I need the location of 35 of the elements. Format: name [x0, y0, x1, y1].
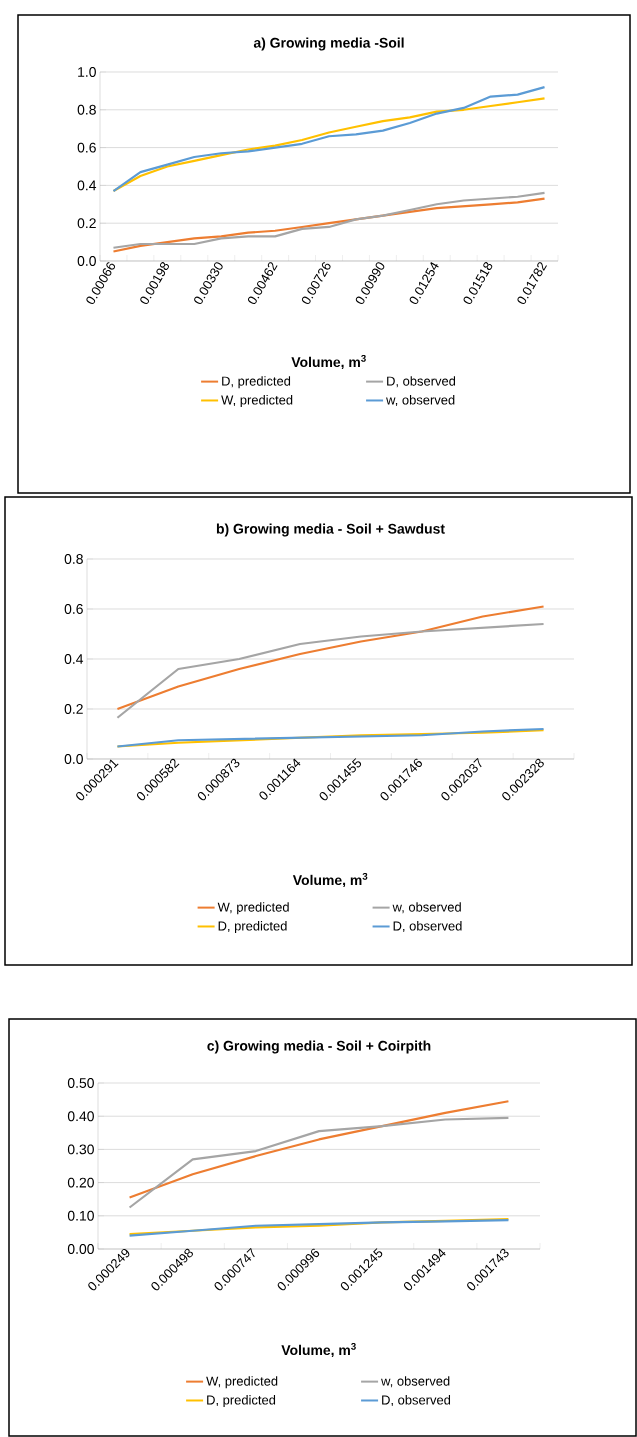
chart-title: a) Growing media -Soil	[253, 37, 404, 51]
legend-label: W, predicted	[221, 395, 293, 408]
legend-label: D, observed	[393, 921, 462, 933]
legend-label: W, predicted	[206, 1376, 278, 1389]
line-series	[128, 1116, 510, 1209]
y-tick-label: 0.4	[77, 180, 97, 191]
y-tick-label: 0.50	[67, 1078, 94, 1088]
y-tick-label: 0.40	[67, 1111, 94, 1122]
line-series	[128, 1100, 510, 1199]
legend-label: D, predicted	[218, 921, 287, 934]
x-axis-title: Volume, m$^{3}$	[291, 354, 366, 370]
y-tick-label: 0.8	[64, 554, 83, 564]
chart-title: c) Growing media - Soil + Coirpith	[207, 1040, 431, 1054]
chart-title: b) Growing media - Soil + Sawdust	[216, 523, 445, 537]
legend-label: D, predicted	[222, 376, 291, 389]
y-tick-label: 0.4	[64, 654, 84, 664]
x-axis-title: Volume, m$^{3}$	[281, 1342, 356, 1358]
y-tick-label: 0.2	[77, 218, 96, 229]
y-tick-label: 0.20	[67, 1177, 94, 1188]
y-tick-label: 0.6	[77, 142, 96, 153]
y-tick-label: 0.30	[67, 1144, 94, 1155]
x-axis-title: Volume, m$^{3}$	[292, 872, 368, 888]
legend-label: w, observed	[392, 902, 461, 914]
y-tick-label: 1.0	[78, 67, 96, 77]
legend-label: D, observed	[382, 1395, 451, 1407]
legend-label: w, observed	[381, 1376, 450, 1388]
line-series	[116, 605, 545, 711]
y-tick-label: 0.10	[67, 1210, 94, 1221]
y-tick-label: 0.2	[64, 704, 83, 714]
legend-label: D, predicted	[207, 1395, 276, 1408]
y-tick-label: 0.8	[77, 104, 96, 115]
legend-label: W, predicted	[217, 902, 289, 915]
legend-label: w, observed	[386, 395, 455, 407]
y-tick-label: 0.6	[64, 604, 83, 614]
legend-label: D, observed	[387, 376, 456, 388]
